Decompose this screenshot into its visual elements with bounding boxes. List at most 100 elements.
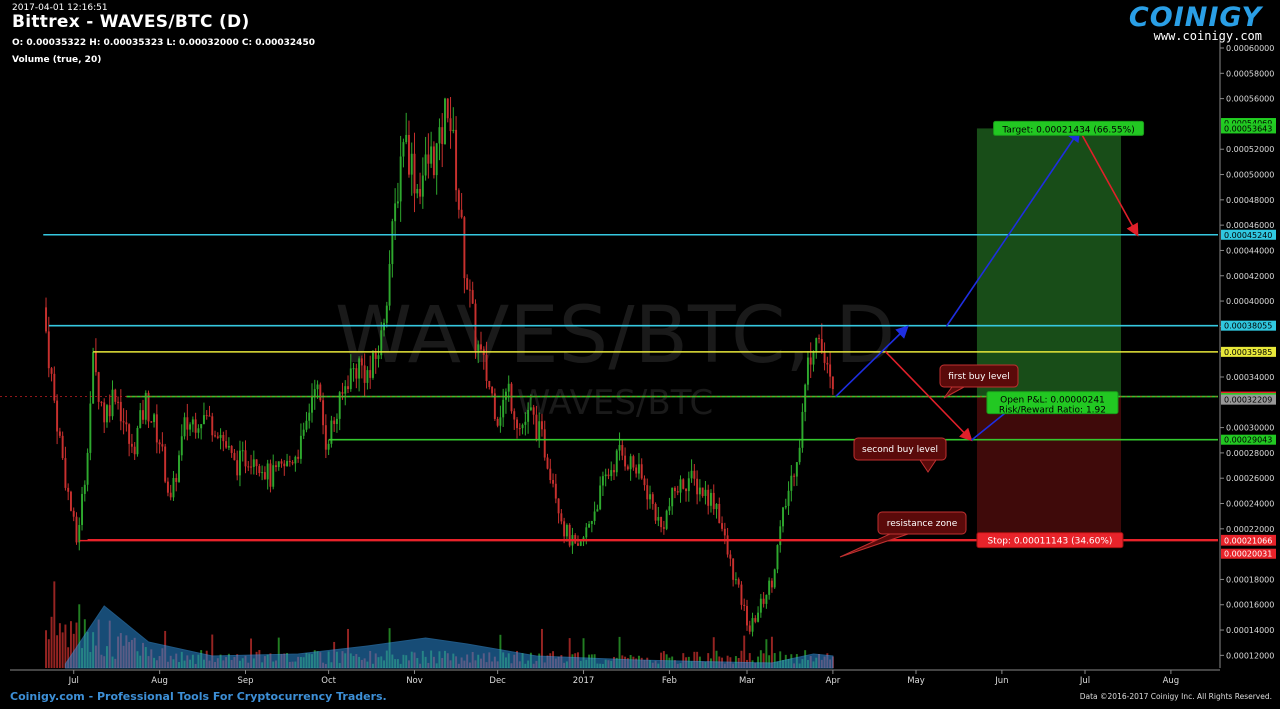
target-label-text: Target: 0.00021434 (66.55%) (1001, 125, 1134, 135)
candle-body (444, 98, 446, 145)
candle-body (624, 455, 627, 467)
candle-body (349, 368, 352, 390)
candle-body (665, 510, 668, 529)
candle-body (449, 118, 452, 132)
volume-bar (768, 655, 771, 668)
candle-body (200, 424, 203, 429)
candle-body (427, 154, 430, 164)
price-tick-label: 0.00024000 (1226, 500, 1274, 509)
candle-body (610, 470, 613, 477)
candle-body (540, 421, 543, 430)
volume-bar (765, 639, 768, 668)
price-labels: 0.000540690.000536430.000452400.00038055… (1221, 118, 1276, 559)
candle-body (590, 521, 593, 524)
candle-body (272, 465, 275, 487)
callout-resistance-pointer (839, 533, 909, 558)
candle-body (324, 425, 327, 450)
price-tag-text: 0.00038055 (1224, 322, 1272, 331)
candle-body (577, 543, 579, 546)
candle-body (227, 445, 230, 448)
stop-label-box (976, 532, 1124, 549)
candle-body (394, 203, 397, 222)
candle-body (166, 481, 169, 493)
candle-body (117, 401, 120, 403)
price-tag-text: 0.00029043 (1224, 436, 1272, 445)
price-tag-bg (1221, 123, 1276, 134)
candle-body (158, 442, 161, 445)
candle-body (535, 414, 538, 440)
time-tick-label: Feb (662, 676, 677, 686)
candle-body (366, 370, 369, 383)
candle-body (560, 513, 563, 522)
candle-body (712, 492, 715, 510)
volume-legend[interactable]: Volume (true, 20) (12, 55, 102, 65)
volume-bar (211, 634, 214, 668)
candle-body (338, 392, 341, 419)
price-tag: 0.00053643 (1221, 123, 1276, 134)
candle-body (773, 569, 776, 588)
volume-bar (568, 638, 571, 668)
candle-body (748, 625, 751, 632)
candle-body (438, 127, 441, 144)
volume-bar (45, 630, 47, 668)
volume-bar (773, 653, 776, 668)
candle-body (263, 472, 266, 480)
candle-body (488, 381, 491, 387)
candle-body (150, 421, 153, 423)
candle-body (258, 466, 261, 473)
candle-body (701, 487, 704, 496)
candle-body (139, 410, 142, 429)
candle-body (280, 461, 283, 464)
volume-bar (69, 621, 72, 668)
candle-body (119, 401, 122, 422)
candle-body (668, 506, 671, 511)
candle-body (164, 446, 167, 482)
candle-body (252, 459, 255, 467)
price-tag-text: 0.00035985 (1224, 348, 1272, 357)
volume-bar (50, 616, 53, 668)
candle-body (693, 470, 696, 479)
target-label-box (993, 120, 1145, 136)
price-tag-text: 0.00020031 (1224, 550, 1272, 559)
candle-body (208, 415, 211, 417)
price-tick-label: 0.00050000 (1226, 171, 1274, 180)
footer-copyright: Data ©2016-2017 Coinigy Inc. All Rights … (1079, 692, 1272, 701)
price-tag: 0.00038055 (1221, 320, 1276, 331)
candle-body (108, 405, 111, 417)
time-tick-label: Dec (489, 676, 506, 686)
pnl-label-box (986, 391, 1119, 415)
timestamp: 2017-04-01 12:16:51 (12, 3, 108, 13)
candle-body (58, 431, 61, 436)
candle-body (729, 554, 732, 559)
candle-body (106, 405, 108, 423)
price-tick-label: 0.00060000 (1226, 44, 1274, 53)
candle-body (275, 465, 277, 468)
price-tag-text: 0.00021066 (1224, 537, 1272, 546)
candle-body (89, 403, 92, 453)
candle-body (651, 494, 654, 504)
candle-body (383, 322, 386, 331)
candle-body (734, 579, 737, 581)
time-tick-label: Aug (151, 676, 168, 686)
candle-body (186, 417, 189, 430)
volume-bar (75, 622, 78, 668)
candle-body (103, 402, 106, 423)
candle-body (829, 364, 832, 377)
candle-body (255, 459, 258, 467)
price-tag-bg (1221, 229, 1276, 240)
volume-bar (762, 653, 765, 668)
candle-body (297, 456, 300, 459)
price-tick-label: 0.00018000 (1226, 575, 1274, 584)
candle-body (371, 352, 374, 378)
volume-bar (693, 651, 696, 668)
candle-body (72, 510, 75, 517)
candle-body (715, 503, 718, 510)
candle-body (521, 424, 524, 429)
footer-tagline[interactable]: Coinigy.com - Professional Tools For Cry… (10, 690, 387, 703)
price-tick-label: 0.00014000 (1226, 626, 1274, 635)
arrow-red-2 (1078, 129, 1139, 237)
candle-body (679, 479, 682, 493)
candle-body (790, 475, 793, 491)
price-axis: 0.00060000 0.00058000 0.00056000 0.00052000… (1219, 38, 1274, 668)
